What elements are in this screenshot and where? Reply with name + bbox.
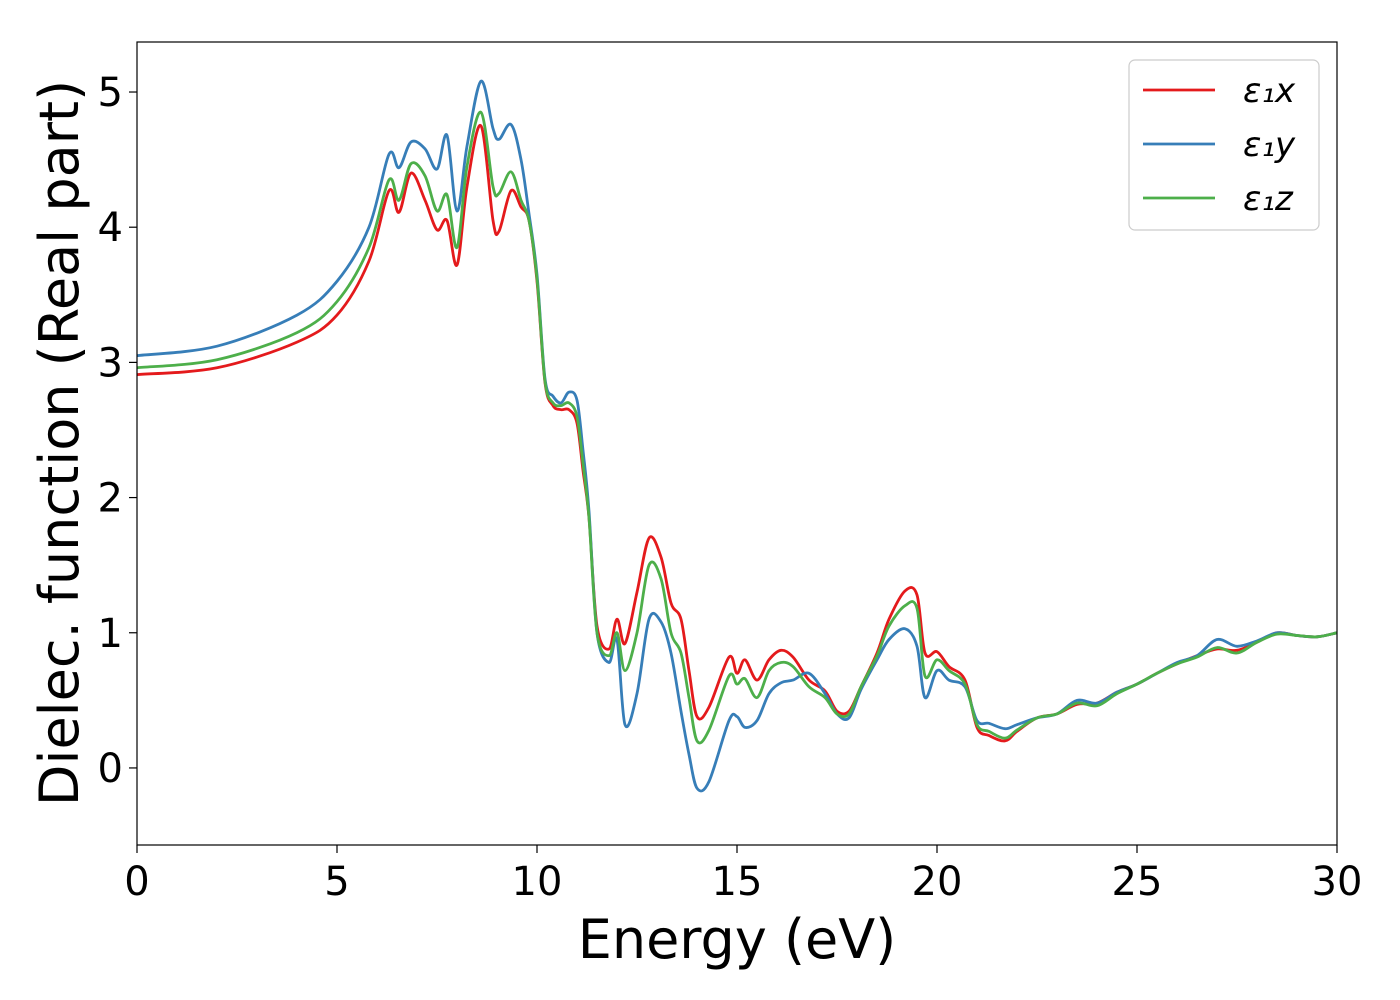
series-group: [137, 79, 1337, 793]
legend-label-1: ε₁x: [1243, 71, 1296, 111]
x-tick-label: 30: [1312, 859, 1363, 905]
x-axis-label: Energy (eV): [578, 908, 897, 971]
x-tick-label: 15: [712, 859, 763, 905]
y-axis-ticks: 0 1 2 3 4 5: [98, 70, 137, 792]
legend-items: ε₁x ε₁y ε₁z: [1143, 71, 1296, 219]
y-tick-label: 1: [98, 611, 123, 657]
series-line-2: [137, 79, 1337, 793]
y-tick-label: 3: [98, 340, 123, 386]
x-tick-label: 0: [124, 859, 149, 905]
y-axis-label: Dielec. function (Real part): [28, 80, 91, 806]
x-axis-ticks: 0 5 10 15 20 25 30: [124, 845, 1362, 905]
series-line-3: [137, 110, 1337, 745]
y-tick-label: 4: [98, 205, 123, 251]
legend-label-3: ε₁z: [1243, 179, 1294, 219]
y-tick-label: 2: [98, 476, 123, 522]
x-tick-label: 10: [512, 859, 563, 905]
x-tick-label: 25: [1112, 859, 1163, 905]
y-tick-label: 0: [98, 746, 123, 792]
legend: ε₁x ε₁y ε₁z: [1128, 59, 1320, 231]
x-tick-label: 20: [912, 859, 963, 905]
legend-box: [1128, 59, 1320, 231]
legend-label-2: ε₁y: [1243, 125, 1296, 165]
x-tick-label: 5: [324, 859, 349, 905]
y-tick-label: 5: [98, 70, 123, 116]
